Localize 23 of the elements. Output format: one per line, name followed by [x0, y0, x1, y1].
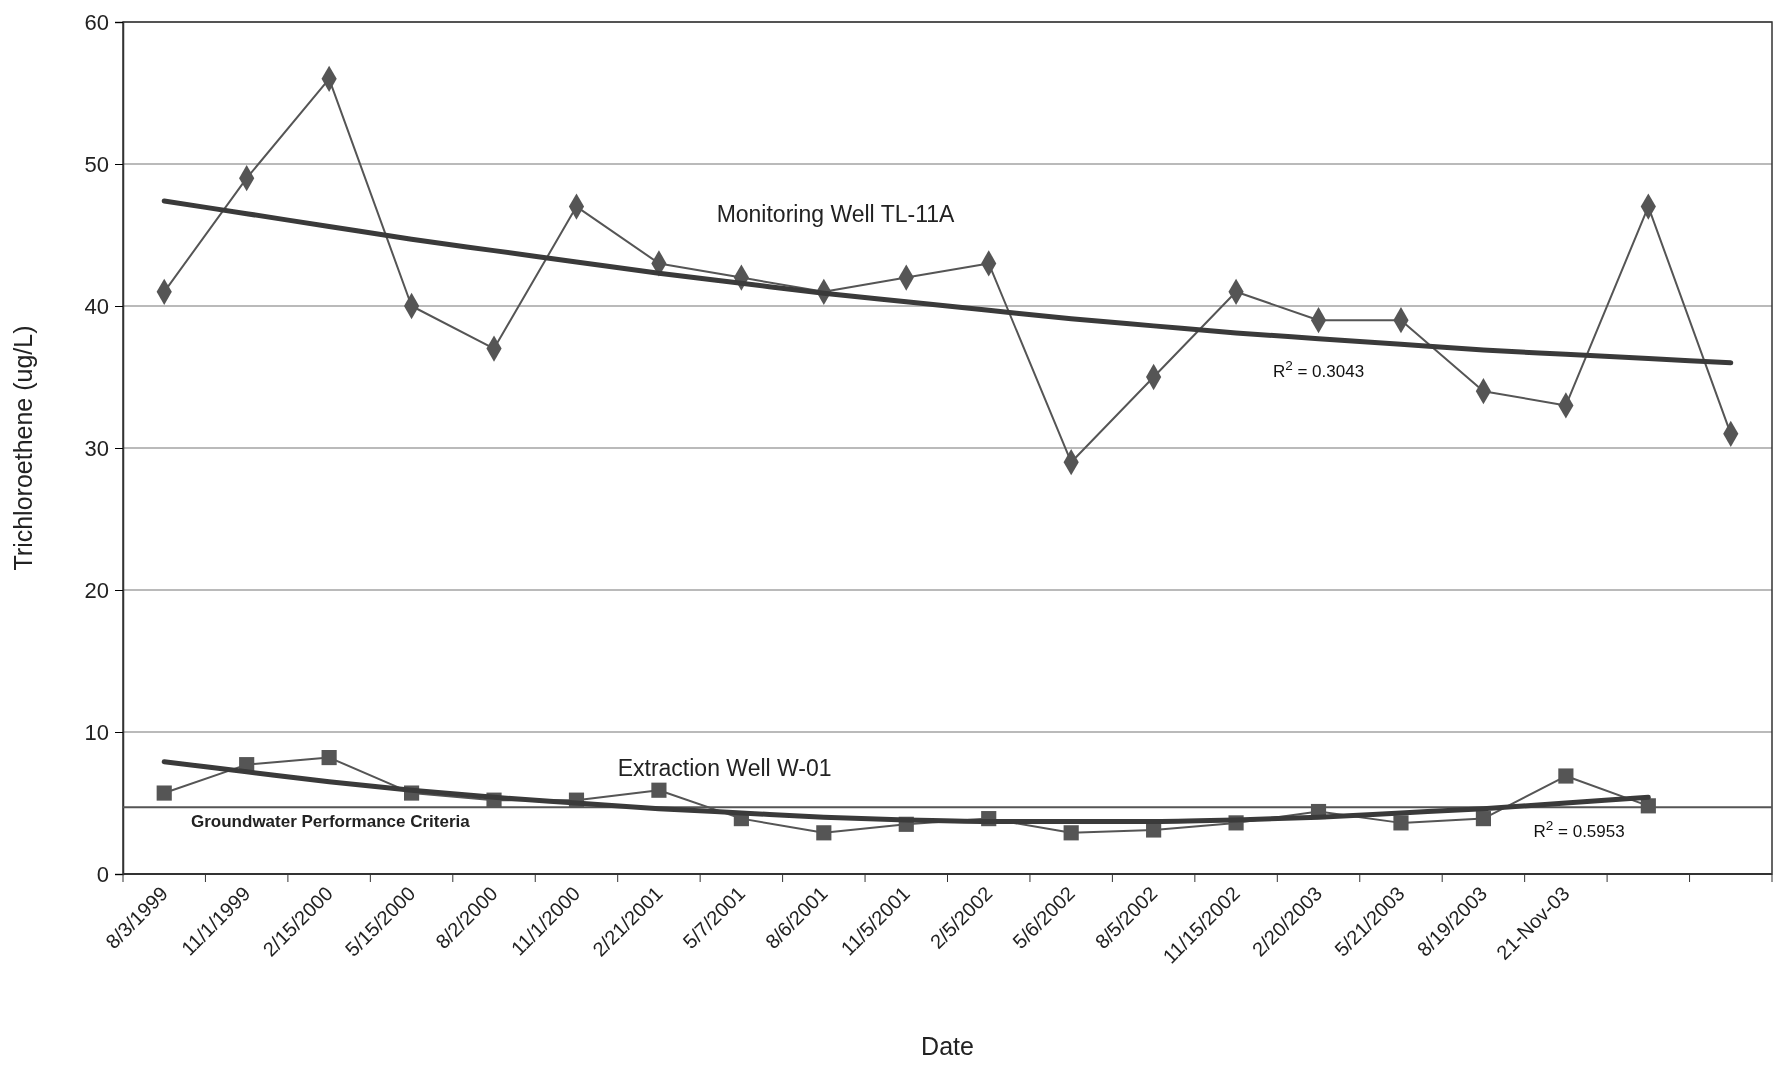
- y-tick-label: 50: [84, 151, 109, 177]
- point: [1063, 825, 1079, 841]
- annotation: R$^{2}$ = 0.3043: [1272, 357, 1365, 382]
- y-tick-label: 40: [84, 293, 109, 319]
- y-tick-label: 0: [96, 861, 109, 887]
- point: [1640, 798, 1656, 814]
- point: [651, 782, 667, 798]
- annotation: R$^{2}$ = 0.5953: [1533, 817, 1625, 842]
- series-label: Monitoring Well TL-11A: [716, 201, 956, 228]
- point: [1558, 768, 1574, 784]
- point: [1475, 811, 1492, 827]
- y-tick-label: 30: [84, 435, 109, 461]
- y-tick-label: 20: [84, 577, 109, 603]
- point: [321, 749, 337, 766]
- y-tick-label: 10: [84, 719, 109, 745]
- point: [1393, 815, 1409, 831]
- point: [156, 785, 172, 801]
- ref-line-label: Groundwater Performance Criteria: [191, 812, 471, 832]
- series-label: Extraction Well W-01: [617, 755, 832, 782]
- y-tick-label: 60: [84, 9, 109, 35]
- y-axis-title: Trichloroethene (ug/L): [9, 325, 37, 571]
- x-axis-title: Date: [921, 1032, 974, 1060]
- point: [816, 825, 832, 841]
